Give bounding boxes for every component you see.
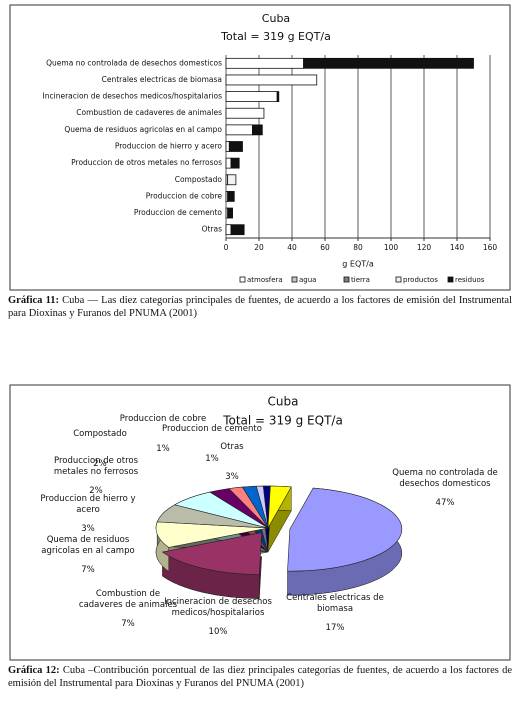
x-tick-label: 160 [483, 243, 498, 252]
chart-title: Cuba [268, 395, 299, 409]
slice-label: Compostado [73, 429, 127, 439]
caption-label: Gráfica 12: [8, 665, 60, 676]
chart-subtitle: Total = 319 g EQT/a [222, 414, 343, 428]
y-tick-label: Quema de residuos agricolas en al campo [64, 125, 222, 134]
bar-segment [227, 174, 237, 186]
chart-title: Cuba [262, 12, 290, 25]
legend-label: productos [403, 276, 438, 284]
chart-frame [9, 384, 511, 661]
slice-value-label: 17% [325, 623, 345, 633]
x-tick-label: 100 [384, 243, 399, 252]
x-tick-label: 120 [417, 243, 432, 252]
legend-label: tierra [351, 276, 370, 284]
slice-value-label: 2% [93, 459, 107, 469]
slice-label: Produccion de otros metales no ferrosos [53, 456, 139, 477]
slice-value-label: 10% [208, 627, 228, 637]
slice-value-label: 7% [81, 565, 95, 575]
x-tick-label: 140 [450, 243, 465, 252]
slice-label: Quema de residuos agricolas en al campo [41, 535, 135, 556]
slice [287, 487, 403, 572]
slice-label: Quema no controlada de desechos domestic… [392, 468, 498, 489]
legend-label: residuos [455, 276, 485, 284]
slice-value-label: 3% [225, 472, 239, 482]
slice [161, 532, 262, 575]
y-tick-label: Compostado [175, 175, 223, 184]
bar-segment [227, 191, 235, 202]
bar-segment [230, 224, 245, 236]
caption-label: Gráfica 11: [8, 295, 59, 306]
bar-segment [227, 207, 233, 219]
bar-segment [225, 74, 318, 86]
legend-label: atmosfera [247, 276, 283, 284]
bar-segment [251, 124, 263, 136]
bar-segment [225, 224, 232, 236]
bar-segment [225, 124, 253, 136]
x-tick-label: 80 [353, 243, 363, 252]
slice-label: Incineracion de desechos medicos/hospita… [164, 597, 272, 618]
x-tick-label: 40 [287, 243, 297, 252]
y-tick-label: Incineracion de desechos medicos/hospita… [43, 92, 223, 101]
legend-swatch [395, 276, 402, 283]
legend-swatch [447, 276, 454, 283]
legend-swatch [291, 276, 298, 283]
caption: Gráfica 12: Cuba –Contribución porcentua… [8, 664, 512, 690]
slice-value-label: 2% [89, 486, 103, 496]
slice-label: Produccion de cemento [162, 424, 262, 434]
bar-segment [225, 57, 304, 69]
y-tick-label: Produccion de hierro y acero [115, 142, 223, 151]
slice-label: Produccion de hierro y acero [40, 494, 136, 515]
x-axis-label: g EQT/a [342, 260, 374, 269]
slice-label: Combustion de cadaveres de animales [78, 589, 178, 610]
x-tick-label: 60 [320, 243, 330, 252]
slice [267, 485, 292, 529]
slice-label: Produccion de cobre [119, 414, 207, 424]
y-tick-label: Centrales electricas de biomasa [102, 75, 222, 84]
slice-value-label: 3% [81, 524, 95, 534]
bar-segment [230, 157, 240, 169]
caption-text: Cuba –Contribución porcentual de las die… [8, 665, 512, 689]
slice-value-label: 1% [156, 444, 170, 454]
slice-value-label: 1% [205, 454, 219, 464]
legend-swatch [343, 276, 350, 283]
caption-text: Cuba — Las diez categorías principales d… [8, 295, 512, 319]
y-tick-label: Combustion de cadaveres de animales [76, 108, 222, 117]
legend-swatch [239, 276, 246, 283]
x-tick-label: 0 [224, 243, 229, 252]
legend-label: agua [299, 276, 316, 284]
y-tick-label: Otras [202, 225, 223, 234]
y-tick-label: Quema no controlada de desechos domestic… [46, 58, 222, 67]
y-tick-label: Produccion de otros metales no ferrosos [71, 158, 222, 167]
bar-segment [225, 107, 265, 119]
y-tick-label: Produccion de cobre [146, 191, 223, 200]
bar-segment [228, 141, 243, 152]
x-tick-label: 20 [254, 243, 264, 252]
bar-segment [225, 141, 230, 152]
bar-segment [303, 57, 474, 69]
y-tick-label: Produccion de cemento [134, 208, 223, 217]
slice-label: Centrales electricas de biomasa [286, 593, 384, 614]
slice-value-label: 47% [435, 498, 455, 508]
slice-value-label: 7% [121, 619, 135, 629]
chart-subtitle: Total = 319 g EQT/a [220, 30, 331, 43]
caption: Gráfica 11: Cuba — Las diez categorías p… [8, 294, 512, 320]
bar-segment [225, 157, 232, 169]
bar-segment [276, 91, 280, 102]
slice-label: Otras [220, 442, 244, 452]
bar-segment [225, 91, 278, 102]
chart-frame [9, 4, 511, 291]
